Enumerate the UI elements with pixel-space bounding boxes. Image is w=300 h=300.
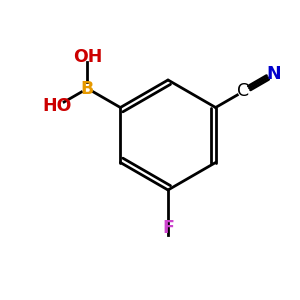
Text: F: F xyxy=(162,219,174,237)
Text: B: B xyxy=(81,80,94,98)
Text: OH: OH xyxy=(73,47,102,65)
Text: N: N xyxy=(266,65,281,83)
Text: HO: HO xyxy=(43,97,72,115)
Text: C: C xyxy=(237,82,249,100)
